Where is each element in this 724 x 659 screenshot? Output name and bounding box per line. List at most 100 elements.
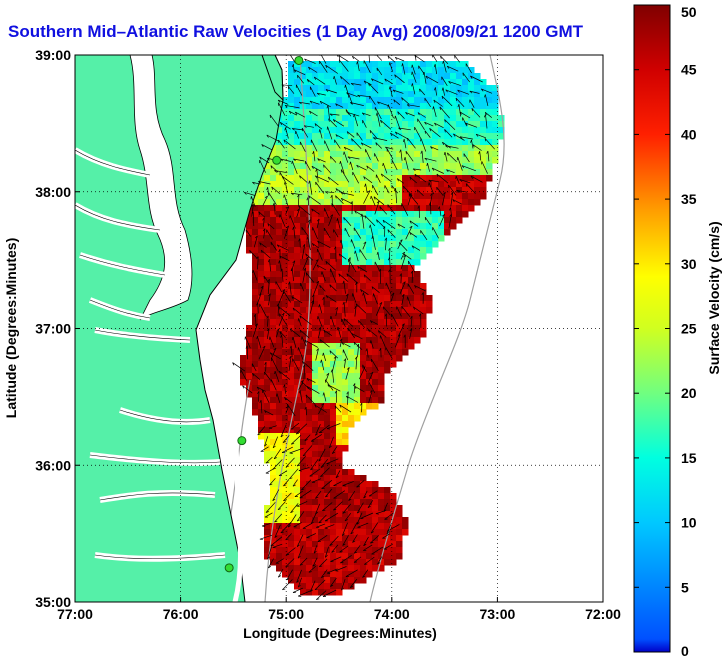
velocity-arrow [450, 192, 454, 207]
velocity-cell [258, 259, 265, 266]
velocity-arrow [413, 306, 424, 315]
velocity-arrowhead [393, 99, 396, 103]
velocity-cell [330, 169, 337, 176]
velocity-cell [318, 415, 325, 422]
velocity-arrowhead [354, 210, 357, 214]
velocity-cell [300, 433, 307, 440]
velocity-cell [372, 97, 379, 104]
velocity-arrow [278, 306, 291, 317]
velocity-cell [384, 223, 391, 230]
velocity-cell [408, 169, 415, 176]
velocity-cell [330, 391, 337, 398]
velocity-cell [378, 493, 385, 500]
velocity-cell [324, 541, 331, 548]
velocity-cell [330, 553, 337, 560]
velocity-arrow [276, 393, 281, 403]
velocity-cell [270, 223, 277, 230]
velocity-arrow [362, 120, 367, 128]
velocity-cell [312, 307, 319, 314]
velocity-cell [402, 529, 409, 536]
velocity-arrow [244, 336, 251, 349]
velocity-cell [288, 493, 295, 500]
velocity-arrowhead [340, 76, 342, 80]
velocity-arrowhead [287, 86, 290, 90]
velocity-cell [402, 139, 409, 146]
velocity-cell [294, 499, 301, 506]
colorbar-tick-label: 5 [681, 579, 689, 595]
velocity-arrow [354, 385, 365, 393]
velocity-cell [378, 307, 385, 314]
velocity-cell [336, 553, 343, 560]
velocity-cell [384, 559, 391, 566]
velocity-cell [438, 223, 445, 230]
velocity-cell [354, 157, 361, 164]
velocity-cell [306, 325, 313, 332]
velocity-arrowhead [353, 341, 356, 346]
velocity-cell [336, 205, 343, 212]
velocity-arrowhead [276, 328, 280, 332]
velocity-arrowhead [297, 519, 300, 522]
velocity-cell [318, 145, 325, 152]
velocity-arrowhead [299, 315, 302, 319]
velocity-arrowhead [347, 156, 351, 159]
velocity-cell [264, 313, 271, 320]
velocity-arrowhead [358, 320, 360, 324]
velocity-cell [312, 253, 319, 260]
velocity-arrow [310, 458, 319, 471]
velocity-cell [294, 427, 301, 434]
velocity-cell [318, 535, 325, 542]
velocity-cell [438, 67, 445, 74]
velocity-arrowhead [444, 119, 446, 123]
velocity-cell [318, 583, 325, 590]
velocity-cell [336, 151, 343, 158]
velocity-cell [402, 103, 409, 110]
velocity-cell [300, 295, 307, 302]
velocity-cell [294, 283, 301, 290]
velocity-cell [324, 451, 331, 458]
velocity-cell [330, 481, 337, 488]
velocity-arrow [313, 151, 316, 162]
velocity-arrow [269, 336, 275, 348]
velocity-cell [498, 121, 505, 128]
velocity-arrow [458, 104, 462, 117]
velocity-cell [324, 67, 331, 74]
velocity-cell [366, 61, 373, 68]
velocity-cell [264, 367, 271, 374]
velocity-cell [426, 241, 433, 248]
velocity-arrow [353, 545, 361, 554]
velocity-cell [360, 157, 367, 164]
velocity-cell [354, 145, 361, 152]
velocity-cell [444, 67, 451, 74]
velocity-cell [366, 337, 373, 344]
velocity-arrowhead [424, 130, 426, 134]
velocity-cell [450, 205, 457, 212]
velocity-cell [336, 79, 343, 86]
velocity-arrow [301, 226, 309, 237]
velocity-arrow [402, 63, 406, 75]
velocity-arrow [371, 286, 380, 293]
velocity-cell [246, 367, 253, 374]
velocity-cell [372, 121, 379, 128]
velocity-cell [432, 133, 439, 140]
velocity-cell [384, 271, 391, 278]
velocity-cell [408, 199, 415, 206]
velocity-cell [318, 487, 325, 494]
velocity-cell [408, 73, 415, 80]
velocity-cell [342, 217, 349, 224]
velocity-cell [402, 109, 409, 116]
velocity-arrow [307, 219, 311, 229]
velocity-arrowhead [267, 279, 270, 282]
velocity-arrowhead [399, 273, 402, 277]
velocity-arrow [320, 458, 329, 468]
velocity-cell [282, 193, 289, 200]
velocity-cell [414, 337, 421, 344]
velocity-cell [408, 187, 415, 194]
velocity-arrow [428, 182, 435, 195]
velocity-arrowhead [325, 295, 328, 299]
velocity-arrowhead [354, 551, 358, 554]
velocity-cell [342, 367, 349, 374]
velocity-arrow [284, 384, 286, 394]
velocity-arrow [442, 87, 445, 96]
velocity-arrowhead [443, 152, 446, 156]
velocity-cell [318, 571, 325, 578]
